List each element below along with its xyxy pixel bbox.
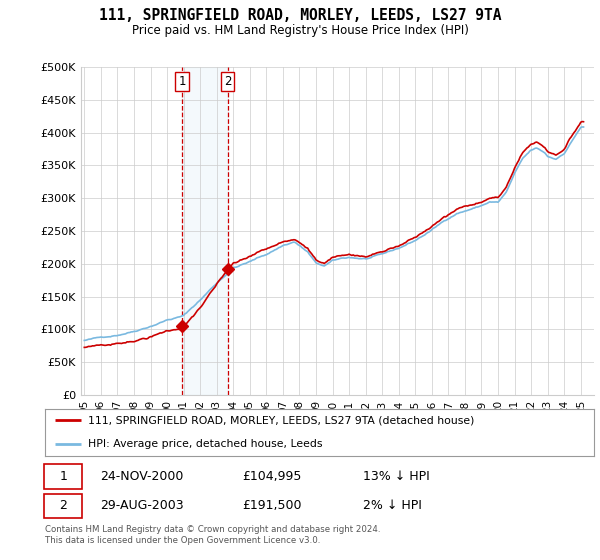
Text: Price paid vs. HM Land Registry's House Price Index (HPI): Price paid vs. HM Land Registry's House … — [131, 24, 469, 36]
Text: HPI: Average price, detached house, Leeds: HPI: Average price, detached house, Leed… — [88, 439, 322, 449]
Text: 111, SPRINGFIELD ROAD, MORLEY, LEEDS, LS27 9TA: 111, SPRINGFIELD ROAD, MORLEY, LEEDS, LS… — [99, 8, 501, 24]
Text: 2% ↓ HPI: 2% ↓ HPI — [364, 500, 422, 512]
Text: 2: 2 — [224, 76, 232, 88]
Text: £191,500: £191,500 — [242, 500, 302, 512]
FancyBboxPatch shape — [44, 493, 82, 518]
FancyBboxPatch shape — [44, 464, 82, 489]
Text: 24-NOV-2000: 24-NOV-2000 — [100, 470, 183, 483]
Bar — [182, 67, 228, 395]
Text: 29-AUG-2003: 29-AUG-2003 — [100, 500, 184, 512]
Text: 2: 2 — [59, 500, 67, 512]
Text: 13% ↓ HPI: 13% ↓ HPI — [364, 470, 430, 483]
Text: 1: 1 — [59, 470, 67, 483]
Text: Contains HM Land Registry data © Crown copyright and database right 2024.
This d: Contains HM Land Registry data © Crown c… — [45, 525, 380, 545]
Text: 1: 1 — [178, 76, 185, 88]
Text: £104,995: £104,995 — [242, 470, 302, 483]
Text: 111, SPRINGFIELD ROAD, MORLEY, LEEDS, LS27 9TA (detached house): 111, SPRINGFIELD ROAD, MORLEY, LEEDS, LS… — [88, 415, 474, 425]
